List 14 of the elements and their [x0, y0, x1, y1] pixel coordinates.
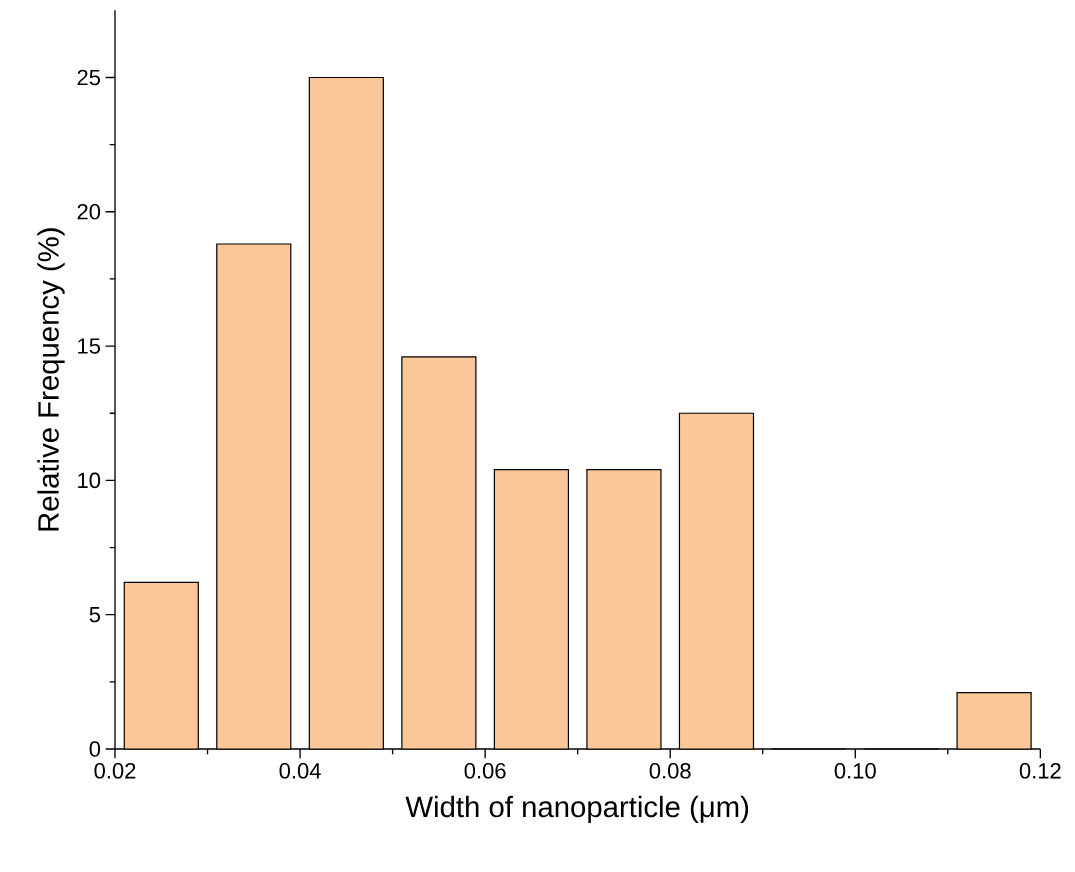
y-tick-label: 5	[89, 607, 101, 623]
x-tick-label: 0.04	[279, 763, 321, 779]
x-tick-label: 0.12	[1019, 763, 1061, 779]
y-tick-label: 15	[78, 338, 101, 354]
x-axis-title: Width of nanoparticle (μm)	[405, 795, 749, 824]
x-tick-label: 0.10	[834, 763, 876, 779]
x-tick-label: 0.02	[94, 763, 136, 779]
y-tick-label: 10	[78, 472, 101, 489]
y-axis-title: Relative Frequency (%)	[37, 228, 65, 531]
y-tick-label: 20	[77, 203, 101, 220]
x-tick-label: 0.06	[464, 763, 506, 779]
y-tick-label: 0	[89, 741, 101, 757]
x-tick-label: 0.08	[649, 763, 691, 779]
y-tick-label: 25	[77, 69, 101, 86]
